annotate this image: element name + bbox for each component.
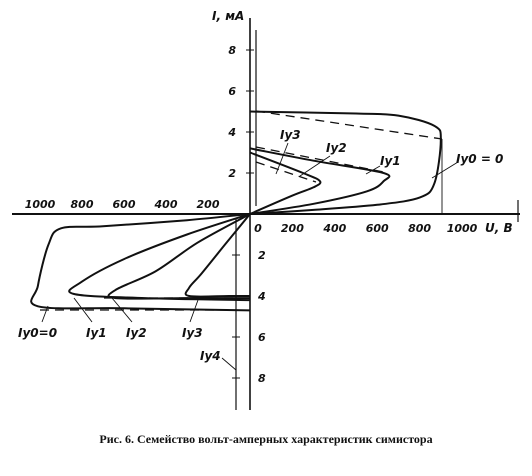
label-leaders (41, 142, 459, 371)
label-iy2-top: Iy2 (326, 141, 347, 155)
switch-lines (40, 110, 443, 410)
dash-iy0-top (255, 110, 443, 140)
x-tick-label: 0 (254, 222, 262, 235)
y-tick-label: 8 (258, 372, 266, 385)
series-line-positive-1 (249, 147, 391, 215)
label-iy3-bottom: Iy3 (182, 326, 203, 340)
leader-iy1-bottom (73, 297, 93, 323)
figure-caption: Рис. 6. Семейство вольт-амперных характе… (99, 432, 433, 446)
series-line-positive-0 (249, 110, 442, 215)
y-tick-label: 4 (227, 126, 236, 139)
x-tick-labels-negative: 1000 800 600 400 200 (25, 198, 220, 211)
leader-iy0-top (431, 161, 459, 179)
series-line-negative-3 (184, 213, 251, 298)
x-tick-labels-positive: 0 200 400 600 800 1000 (254, 222, 477, 235)
y-tick-labels-positive: 2 4 6 8 (227, 44, 254, 180)
x-tick-label: 200 (281, 222, 304, 235)
x-tick-label: 600 (366, 222, 389, 235)
x-axis-label: U, В (485, 221, 513, 235)
y-axis-label: I, мА (212, 9, 244, 23)
leader-iy2-bottom (111, 297, 133, 323)
label-iy1-top: Iy1 (380, 154, 401, 168)
leader-iy3-bottom (189, 299, 199, 323)
y-tick-label: 6 (228, 85, 236, 98)
series-line-negative-0 (30, 213, 251, 312)
y-tick-label: 2 (228, 167, 236, 180)
label-iy4-bottom: Iy4 (200, 349, 221, 363)
y-tick-label: 8 (228, 44, 236, 57)
leader-iy4-bottom (221, 357, 237, 371)
leader-iy1-top (365, 165, 381, 175)
x-tick-label: 400 (322, 222, 346, 235)
leader-iy3-top (275, 142, 289, 175)
x-tick-label: 1000 (25, 198, 56, 211)
x-tick-label: 800 (408, 222, 431, 235)
x-tick-label: 200 (197, 198, 220, 211)
y-tick-labels-negative: 2 4 6 8 (232, 249, 266, 385)
label-iy3-top: Iy3 (280, 128, 301, 142)
y-tick-label: 4 (257, 290, 266, 303)
x-tick-label: 600 (113, 198, 136, 211)
y-tick-label: 6 (258, 331, 266, 344)
label-iy1-bottom: Iy1 (86, 326, 107, 340)
x-tick-label: 400 (154, 198, 178, 211)
x-tick-label: 1000 (447, 222, 478, 235)
x-tick-label: 800 (71, 198, 94, 211)
label-iy0-top: Iy0 = 0 (456, 152, 503, 166)
dash-iy1-top (255, 146, 385, 173)
leader-iy2-top (299, 155, 331, 177)
label-iy2-bottom: Iy2 (126, 326, 147, 340)
y-tick-label: 2 (258, 249, 266, 262)
label-iy0-bottom: Iy0=0 (18, 326, 57, 340)
dash-iy2-top (255, 161, 317, 183)
series-line-positive-2 (249, 151, 322, 215)
leader-iy0-bottom (41, 305, 49, 323)
